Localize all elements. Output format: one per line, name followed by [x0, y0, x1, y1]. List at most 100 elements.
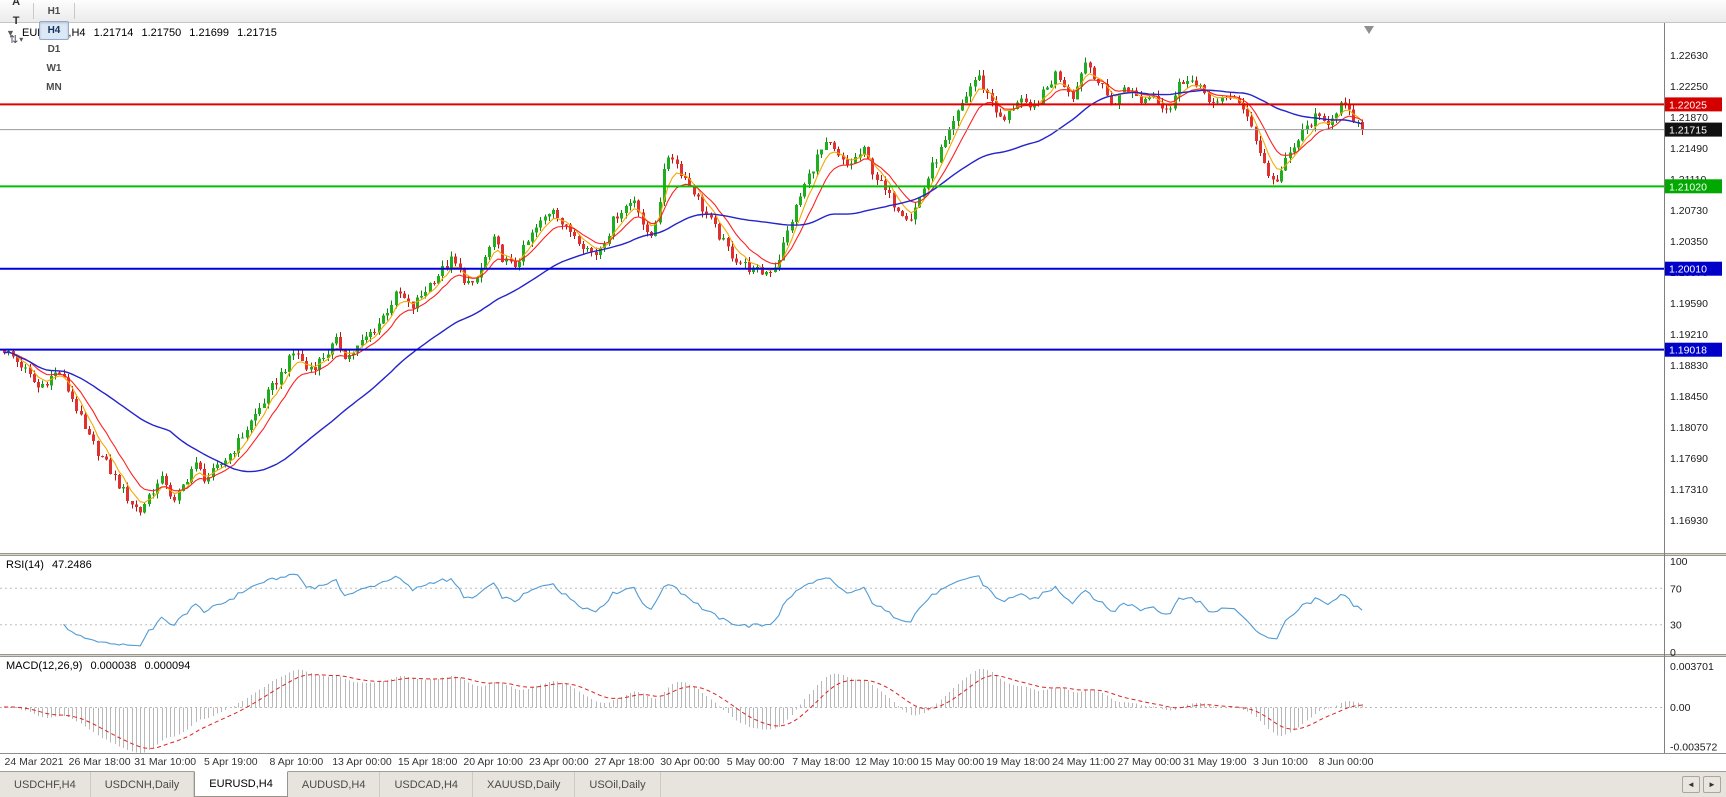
- ma-line-sma40: [3, 89, 1363, 473]
- svg-text:1.18070: 1.18070: [1670, 422, 1708, 434]
- time-axis[interactable]: 24 Mar 2021 26 Mar 18:00 31 Mar 10:00 5 Apr…: [0, 753, 1726, 771]
- svg-text:1.18830: 1.18830: [1670, 360, 1708, 372]
- panel-splitter[interactable]: [0, 553, 1726, 556]
- time-axis-label: 12 May 10:00: [854, 756, 919, 768]
- time-axis-label: 27 May 00:00: [1117, 756, 1182, 768]
- chart-shift-marker-icon[interactable]: [1364, 26, 1374, 34]
- chart-tab-usdchf-h4[interactable]: USDCHF,H4: [0, 772, 91, 797]
- svg-text:100: 100: [1670, 556, 1688, 568]
- rsi-indicator-label: RSI(14) 47.2486: [6, 559, 92, 571]
- macd-name: MACD(12,26,9): [6, 660, 83, 672]
- time-axis-label: 13 Apr 00:00: [332, 756, 392, 768]
- svg-text:30: 30: [1670, 620, 1682, 632]
- chart-canvas[interactable]: 1.226301.222501.218701.214901.211101.207…: [0, 23, 1726, 753]
- rsi-line: [63, 573, 1363, 647]
- svg-text:1.19018: 1.19018: [1669, 345, 1707, 357]
- macd-panel: [0, 668, 1664, 753]
- timeframe-button-h1[interactable]: H1: [47, 5, 61, 17]
- time-axis-label: 7 May 18:00: [792, 756, 851, 768]
- tab-scroll-left-button[interactable]: ◄: [1682, 776, 1700, 793]
- macd-signal-value: 0.000094: [144, 660, 191, 672]
- time-axis-label: 31 May 19:00: [1182, 756, 1247, 768]
- chart-tab-xauusd-daily[interactable]: XAUUSD,Daily: [473, 772, 576, 797]
- rsi-name: RSI(14): [6, 559, 44, 571]
- svg-text:1.21715: 1.21715: [1669, 125, 1707, 137]
- svg-text:1.19590: 1.19590: [1670, 298, 1708, 310]
- macd-main-value: 0.000038: [90, 660, 137, 672]
- svg-text:0.003701: 0.003701: [1670, 661, 1714, 673]
- svg-text:70: 70: [1670, 583, 1682, 595]
- price-badge: [1665, 342, 1722, 357]
- letter-glyph-icon: A: [12, 0, 21, 8]
- chart-tab-eurusd-h4[interactable]: EURUSD,H4: [194, 771, 288, 797]
- text-tool-button[interactable]: A: [4, 0, 28, 11]
- ma-line-ema10: [3, 79, 1363, 492]
- price-badge: [1665, 122, 1722, 137]
- price-panel[interactable]: [0, 26, 1664, 516]
- chart-tab-usdcnh-daily[interactable]: USDCNH,Daily: [91, 772, 195, 797]
- rsi-panel: [0, 573, 1664, 647]
- one-click-trading-caret-icon[interactable]: ▼: [6, 28, 15, 38]
- chart-tabs-bar: USDCHF,H4 USDCNH,Daily EURUSD,H4 AUDUSD,H4 U…: [0, 771, 1726, 797]
- svg-text:1.21490: 1.21490: [1670, 143, 1708, 155]
- svg-text:-0.003572: -0.003572: [1670, 742, 1717, 753]
- timeframe-button-mn[interactable]: MN: [46, 81, 62, 93]
- toolbar-separator: [33, 3, 35, 19]
- toolbar-separator: [73, 3, 75, 19]
- chart-header: ▼ EURUSD,H4 1.21714 1.21750 1.21699 1.21…: [6, 27, 277, 39]
- svg-text:1.21870: 1.21870: [1670, 112, 1708, 124]
- svg-text:1.22025: 1.22025: [1669, 99, 1707, 111]
- svg-text:0: 0: [1670, 647, 1676, 659]
- timeframe-button-h4[interactable]: H4: [39, 20, 69, 40]
- label-tool-button[interactable]: T: [4, 11, 28, 30]
- main-toolbar: AT⇅▾ M1M5M15M30H1H4D1W1MN: [0, 0, 1726, 93]
- time-axis-label: 15 Apr 18:00: [397, 756, 458, 768]
- time-axis-label: 26 Mar 18:00: [68, 756, 131, 768]
- time-axis-label: 15 May 00:00: [920, 756, 985, 768]
- svg-text:1.17690: 1.17690: [1670, 453, 1708, 465]
- macd-signal-line: [4, 674, 1363, 749]
- time-axis-label: 3 Jun 10:00: [1252, 756, 1308, 768]
- svg-text:1.20730: 1.20730: [1670, 205, 1708, 217]
- chart-tab-usdcad-h4[interactable]: USDCAD,H4: [380, 772, 474, 797]
- chart-tab-audusd-h4[interactable]: AUDUSD,H4: [288, 772, 381, 797]
- panel-splitter[interactable]: [0, 654, 1726, 657]
- timeframe-button-w1[interactable]: W1: [46, 62, 62, 74]
- ma-line-ema5: [3, 73, 1363, 504]
- svg-text:1.17310: 1.17310: [1670, 484, 1708, 496]
- time-axis-label: 5 Apr 19:00: [203, 756, 258, 768]
- price-badge: [1665, 261, 1722, 276]
- chart-tabs: USDCHF,H4 USDCNH,Daily EURUSD,H4 AUDUSD,H4 U…: [0, 771, 661, 797]
- time-axis-label: 24 May 11:00: [1052, 756, 1116, 768]
- close-value: 1.21715: [237, 27, 277, 39]
- rsi-value: 47.2486: [51, 559, 92, 571]
- low-value: 1.21699: [189, 27, 230, 39]
- time-axis-label: 31 Mar 10:00: [134, 756, 197, 768]
- high-value: 1.21750: [141, 27, 182, 39]
- letter-glyph-icon: T: [12, 14, 20, 27]
- svg-text:1.22250: 1.22250: [1670, 81, 1708, 93]
- svg-text:1.19210: 1.19210: [1670, 329, 1708, 341]
- tab-scroll-buttons: ◄ ►: [1682, 772, 1726, 797]
- svg-text:1.20010: 1.20010: [1669, 264, 1707, 276]
- toolbar-icon-group: A T ⇅ ▾: [4, 0, 28, 49]
- candles-layer: [3, 57, 1364, 516]
- svg-text:1.20350: 1.20350: [1670, 236, 1708, 248]
- time-axis-label: 8 Apr 10:00: [269, 756, 324, 768]
- tab-scroll-right-button[interactable]: ►: [1703, 776, 1721, 793]
- dropdown-caret-icon: ▾: [19, 35, 24, 44]
- timeframe-button-group: M1M5M15M30H1H4D1W1MN: [39, 0, 69, 97]
- svg-text:1.18450: 1.18450: [1670, 391, 1708, 403]
- arrows-tool-button[interactable]: ⇅ ▾: [4, 30, 28, 49]
- chart-tab-usoil-daily[interactable]: USOil,Daily: [575, 772, 661, 797]
- timeframe-button-d1[interactable]: D1: [47, 43, 61, 55]
- time-axis-label: 30 Apr 00:00: [660, 756, 720, 768]
- time-axis-label: 8 Jun 00:00: [1318, 756, 1374, 768]
- time-axis-label: 19 May 18:00: [986, 756, 1050, 768]
- macd-indicator-label: MACD(12,26,9) 0.000038 0.000094: [6, 660, 190, 672]
- time-axis-label: 24 Mar 2021: [4, 756, 64, 768]
- macd-histogram: [4, 668, 1363, 753]
- svg-text:1.21020: 1.21020: [1669, 181, 1707, 193]
- price-badge: [1665, 179, 1722, 194]
